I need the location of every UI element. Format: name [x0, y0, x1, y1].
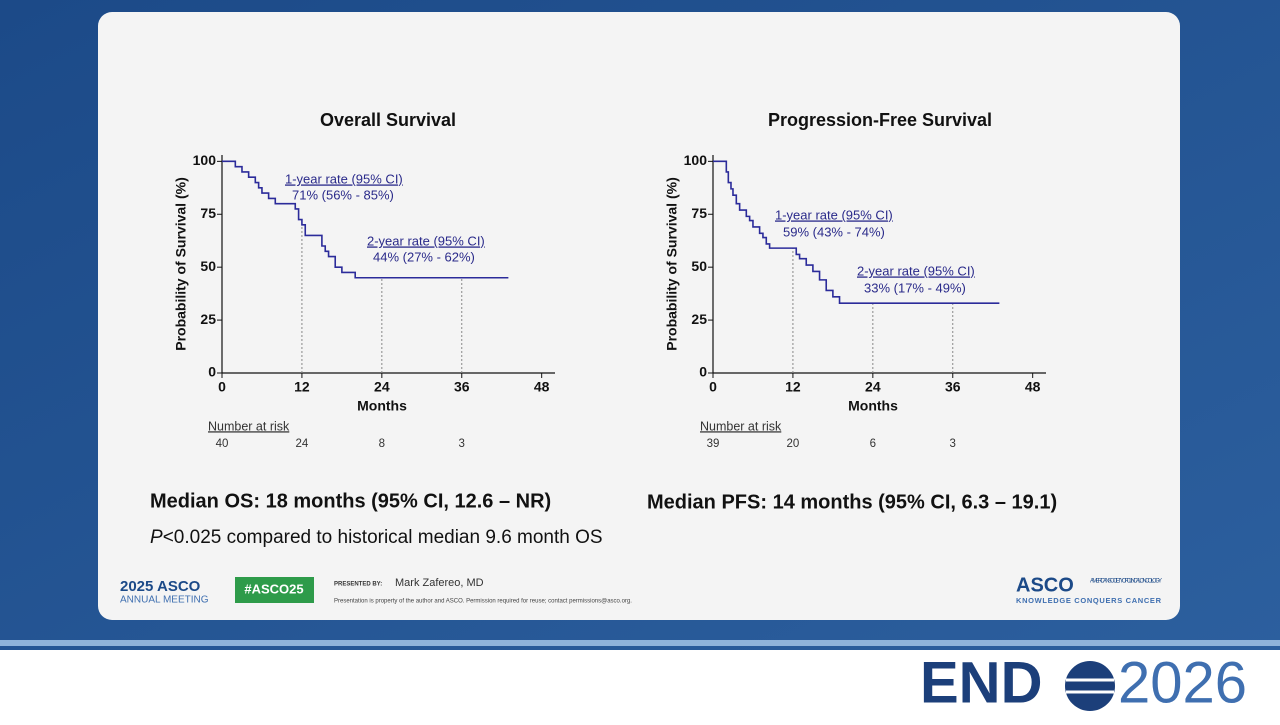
- chart-title: Progression-Free Survival: [768, 110, 992, 130]
- y-tick-label: 50: [691, 258, 707, 274]
- presenter: Mark Zafereo, MD: [395, 577, 484, 589]
- x-tick-label: 48: [534, 379, 550, 395]
- y-tick-label: 0: [699, 364, 707, 380]
- y-tick-label: 0: [208, 364, 216, 380]
- risk-value: 6: [870, 438, 876, 450]
- p-italic: P: [150, 527, 163, 548]
- risk-value: 3: [950, 438, 956, 450]
- x-axis-label: Months: [357, 398, 407, 414]
- y-tick-label: 25: [200, 311, 216, 327]
- annotation-detail: 44% (27% - 62%): [373, 249, 475, 264]
- y-tick-label: 100: [193, 152, 217, 168]
- x-tick-label: 24: [865, 379, 881, 395]
- globe: [1065, 661, 1115, 711]
- y-tick-label: 75: [691, 205, 707, 221]
- x-tick-label: 0: [218, 379, 226, 395]
- risk-value: 40: [216, 438, 229, 450]
- x-tick-label: 36: [945, 379, 961, 395]
- y-axis-label: Probability of Survival (%): [664, 177, 680, 350]
- meeting-name: ANNUAL MEETING: [120, 595, 209, 606]
- notice: Presentation is property of the author a…: [334, 599, 632, 605]
- p-value: P<0.025 compared to historical median 9.…: [150, 527, 603, 548]
- y-tick-label: 75: [200, 205, 216, 221]
- annotation-detail: 33% (17% - 49%): [864, 280, 966, 295]
- card: [98, 12, 1180, 620]
- risk-value: 24: [296, 438, 309, 450]
- x-tick-label: 36: [454, 379, 470, 395]
- x-tick-label: 48: [1025, 379, 1041, 395]
- presented-by: PRESENTED BY:: [334, 582, 382, 588]
- median-pfs: Median PFS: 14 months (95% CI, 6.3 – 19.…: [647, 491, 1057, 513]
- globe-lines: [1066, 678, 1114, 694]
- y-tick-label: 100: [684, 152, 708, 168]
- hashtag-box: [235, 577, 314, 603]
- risk-value: 20: [787, 438, 800, 450]
- survival-curve: [222, 160, 509, 279]
- y-axis-label: Probability of Survival (%): [173, 177, 189, 350]
- annotation-title: 1-year rate (95% CI): [285, 171, 403, 186]
- asco-logo: ASCO: [1016, 574, 1074, 596]
- meeting-year: 2025 ASCO: [120, 578, 201, 595]
- band: [0, 640, 1280, 646]
- x-tick-label: 24: [374, 379, 390, 395]
- risk-value: 8: [379, 438, 385, 450]
- hashtag: #ASCO25: [244, 581, 303, 596]
- annotation-detail: 59% (43% - 74%): [783, 224, 885, 239]
- annotation-title: 2-year rate (95% CI): [857, 263, 975, 278]
- y-tick-label: 25: [691, 311, 707, 327]
- x-tick-label: 0: [709, 379, 717, 395]
- annotation-title: 1-year rate (95% CI): [775, 207, 893, 222]
- risk-label: Number at risk: [208, 419, 290, 433]
- endo-logo: END: [920, 650, 1042, 715]
- median-os: Median OS: 18 months (95% CI, 12.6 – NR): [150, 490, 551, 512]
- x-axis-label: Months: [848, 398, 898, 414]
- risk-value: 39: [707, 438, 720, 450]
- annotation-title: 2-year rate (95% CI): [367, 233, 485, 248]
- endo-year: 2026: [1118, 650, 1247, 715]
- asco-tagline: KNOWLEDGE CONQUERS CANCER: [1016, 596, 1162, 605]
- p-text: <0.025 compared to historical median 9.6…: [163, 527, 603, 548]
- risk-label: Number at risk: [700, 419, 782, 433]
- survival-curve: [713, 160, 1000, 304]
- y-tick-label: 50: [200, 258, 216, 274]
- asco-full: AMERICAN SOCIETY OF CLINICAL ONCOLOGY: [1090, 579, 1162, 585]
- risk-value: 3: [459, 438, 465, 450]
- annotation-detail: 71% (56% - 85%): [292, 187, 394, 202]
- chart-title: Overall Survival: [320, 110, 456, 130]
- x-tick-label: 12: [785, 379, 801, 395]
- x-tick-label: 12: [294, 379, 310, 395]
